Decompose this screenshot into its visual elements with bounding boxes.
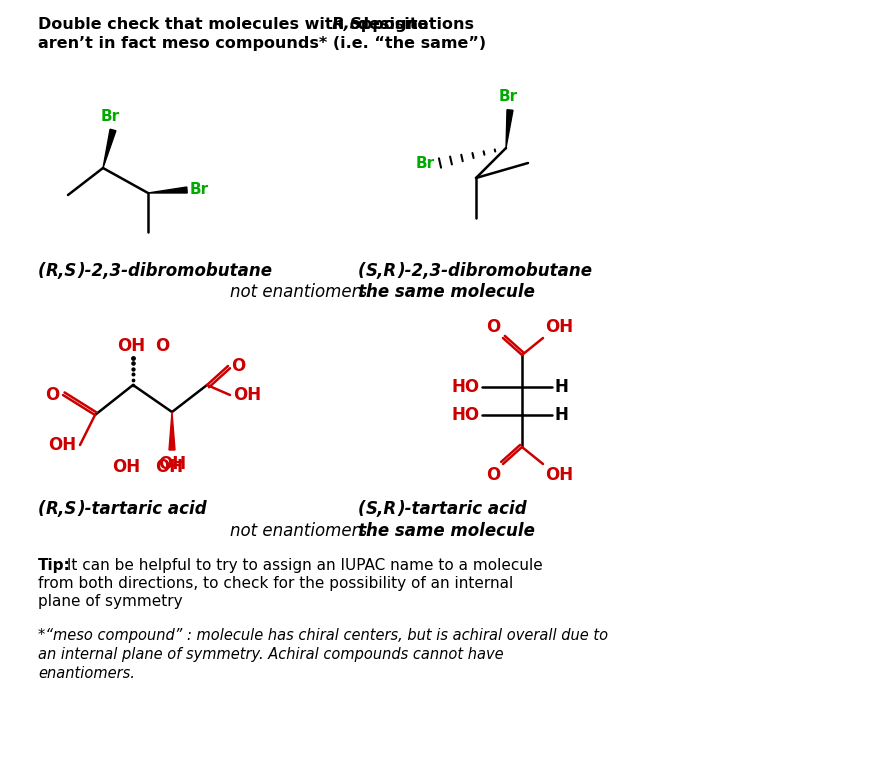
Text: (: ( bbox=[38, 500, 46, 518]
Text: OH: OH bbox=[112, 458, 140, 476]
Text: OH: OH bbox=[545, 318, 573, 336]
Text: O: O bbox=[155, 337, 169, 355]
Text: (: ( bbox=[38, 262, 46, 280]
Text: Br: Br bbox=[101, 109, 119, 124]
Text: (: ( bbox=[358, 262, 365, 280]
Text: from both directions, to check for the possibility of an internal: from both directions, to check for the p… bbox=[38, 576, 513, 591]
Text: Br: Br bbox=[498, 89, 518, 104]
Text: H: H bbox=[554, 406, 568, 424]
Text: R,S: R,S bbox=[332, 17, 363, 32]
Text: (: ( bbox=[358, 500, 365, 518]
Text: not enantiomers:: not enantiomers: bbox=[230, 522, 378, 540]
Text: Br: Br bbox=[190, 183, 209, 198]
Text: )-2,3-dibromobutane: )-2,3-dibromobutane bbox=[77, 262, 272, 280]
Polygon shape bbox=[103, 129, 116, 168]
Text: designations: designations bbox=[352, 17, 474, 32]
Text: )-2,3-dibromobutane: )-2,3-dibromobutane bbox=[397, 262, 592, 280]
Text: O: O bbox=[486, 318, 500, 336]
Text: O: O bbox=[45, 386, 59, 404]
Text: O: O bbox=[486, 466, 500, 484]
Polygon shape bbox=[506, 110, 513, 148]
Text: plane of symmetry: plane of symmetry bbox=[38, 594, 182, 609]
Text: aren’t in fact meso compounds* (i.e. “the same”): aren’t in fact meso compounds* (i.e. “th… bbox=[38, 36, 486, 51]
Text: OH: OH bbox=[155, 458, 183, 476]
Text: OH: OH bbox=[158, 455, 186, 473]
Text: )-tartaric acid: )-tartaric acid bbox=[77, 500, 207, 518]
Text: Tip:: Tip: bbox=[38, 558, 71, 573]
Text: the same molecule: the same molecule bbox=[358, 283, 535, 301]
Text: Br: Br bbox=[416, 156, 435, 170]
Polygon shape bbox=[169, 412, 175, 450]
Text: Double check that molecules with opposite: Double check that molecules with opposit… bbox=[38, 17, 434, 32]
Text: the same molecule: the same molecule bbox=[358, 522, 535, 540]
Text: OH: OH bbox=[233, 386, 261, 404]
Text: OH: OH bbox=[117, 337, 145, 355]
Text: H: H bbox=[554, 378, 568, 396]
Text: R,S: R,S bbox=[46, 500, 77, 518]
Text: R,S: R,S bbox=[46, 262, 77, 280]
Text: OH: OH bbox=[48, 436, 76, 454]
Text: HO: HO bbox=[452, 378, 480, 396]
Text: It can be helpful to try to assign an IUPAC name to a molecule: It can be helpful to try to assign an IU… bbox=[62, 558, 543, 573]
Text: S,R: S,R bbox=[366, 500, 397, 518]
Text: an internal plane of symmetry. Achiral compounds cannot have: an internal plane of symmetry. Achiral c… bbox=[38, 647, 504, 662]
Text: )-tartaric acid: )-tartaric acid bbox=[397, 500, 526, 518]
Text: O: O bbox=[231, 357, 245, 375]
Text: OH: OH bbox=[545, 466, 573, 484]
Text: *“meso compound” : molecule has chiral centers, but is achiral overall due to: *“meso compound” : molecule has chiral c… bbox=[38, 628, 608, 643]
Polygon shape bbox=[148, 187, 187, 193]
Text: not enantiomers:: not enantiomers: bbox=[230, 283, 378, 301]
Text: S,R: S,R bbox=[366, 262, 397, 280]
Text: enantiomers.: enantiomers. bbox=[38, 666, 135, 681]
Text: HO: HO bbox=[452, 406, 480, 424]
